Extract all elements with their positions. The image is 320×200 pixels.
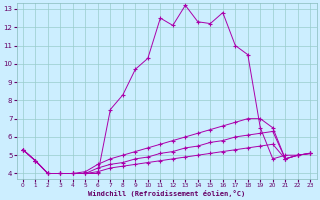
- X-axis label: Windchill (Refroidissement éolien,°C): Windchill (Refroidissement éolien,°C): [88, 190, 245, 197]
